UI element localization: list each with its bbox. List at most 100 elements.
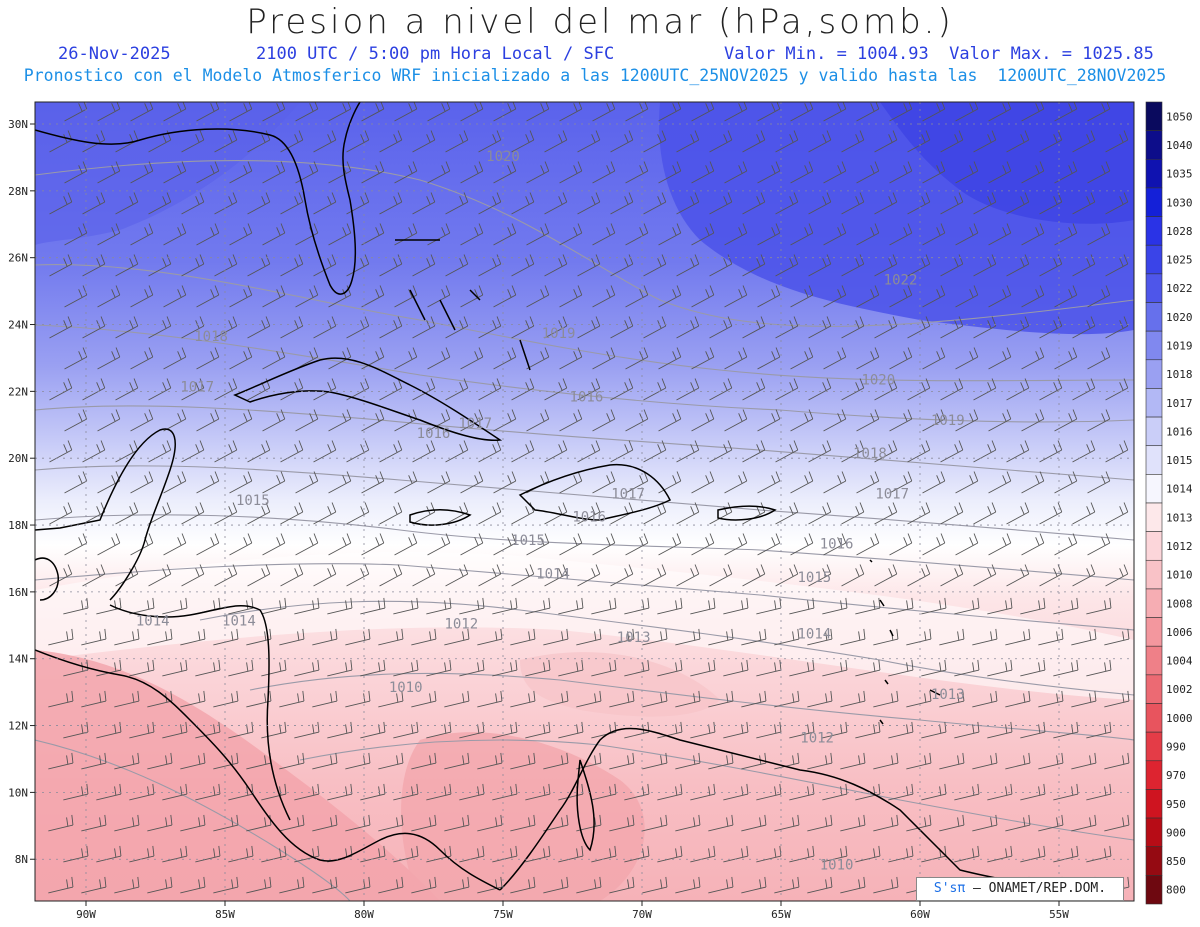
- colorbar-swatch: [1145, 875, 1163, 905]
- isobar-label: 1017: [458, 416, 492, 432]
- colorbar-swatch: [1145, 645, 1163, 676]
- colorbar-label: 1017: [1166, 397, 1193, 410]
- isobar-label: 1019: [542, 326, 576, 342]
- colorbar-label: 1006: [1166, 626, 1193, 639]
- lon-label: 65W: [771, 908, 791, 921]
- colorbar-label: 1028: [1166, 225, 1193, 238]
- date-label: 26-Nov-2025: [58, 44, 171, 64]
- isobar-label: 1015: [798, 570, 832, 586]
- colorbar-label: 1002: [1166, 683, 1193, 696]
- colorbar-label: 1025: [1166, 254, 1193, 267]
- credit-text: – ONAMET/REP.DOM.: [973, 881, 1107, 896]
- colorbar-swatch: [1145, 187, 1163, 217]
- lon-label: 60W: [910, 908, 930, 921]
- lon-label: 75W: [493, 908, 513, 921]
- colorbar-label: 1050: [1166, 110, 1193, 123]
- isobar-label: 1012: [800, 730, 834, 746]
- isobar-label: 1014: [798, 627, 832, 643]
- colorbar-swatch: [1145, 817, 1163, 848]
- lat-label: 28N: [8, 185, 28, 198]
- map-field: 1020 1022 1018 1019 1020 1019 1017 1016 1016 1017…: [35, 102, 1134, 901]
- colorbar-label: 900: [1166, 826, 1186, 839]
- colorbar-swatch: [1145, 416, 1163, 447]
- colorbar-label: 950: [1166, 798, 1186, 811]
- colorbar-label: 1020: [1166, 311, 1193, 324]
- colorbar-label: 850: [1166, 855, 1186, 868]
- isobar-label: 1020: [486, 149, 520, 165]
- colorbar-swatch: [1145, 388, 1163, 418]
- isobar-label: 1013: [931, 687, 965, 703]
- colorbar-swatch: [1145, 588, 1163, 618]
- colorbar-swatch: [1145, 474, 1163, 504]
- isobar-label: 1019: [931, 413, 965, 429]
- colorbar-swatch: [1145, 216, 1163, 246]
- colorbar-label: 1030: [1166, 196, 1193, 209]
- lon-label: 80W: [354, 908, 374, 921]
- colorbar-swatch: [1145, 101, 1163, 131]
- isobar-label: 1014: [222, 613, 256, 629]
- colorbar-swatch: [1145, 502, 1163, 532]
- colorbar-swatch: [1145, 674, 1163, 704]
- credit-box: S'sπ – ONAMET/REP.DOM.: [916, 877, 1124, 901]
- lat-label: 26N: [8, 252, 28, 265]
- colorbar-swatch: [1145, 531, 1163, 561]
- lat-label: 22N: [8, 385, 28, 398]
- forecast-note: Pronostico con el Modelo Atmosferico WRF…: [23, 66, 1167, 85]
- onamet-logo-icon: S'sπ: [933, 881, 966, 896]
- coastlines: [35, 102, 1101, 896]
- colorbar-swatch: [1145, 703, 1163, 733]
- isobar-label: 1017: [875, 486, 909, 502]
- colorbar-label: 1018: [1166, 368, 1193, 381]
- isobar-label: 1015: [511, 533, 545, 549]
- colorbar-swatch: [1145, 244, 1163, 275]
- isobar-label: 1010: [389, 680, 423, 696]
- colorbar: 1050 1040 1035 1030 1028 1025 1022 1020 1019 1018…: [1145, 101, 1193, 905]
- lat-label: 24N: [8, 319, 28, 332]
- time-label: 2100 UTC / 5:00 pm Hora Local / SFC: [256, 44, 615, 64]
- colorbar-swatch: [1145, 302, 1163, 332]
- colorbar-swatch: [1145, 330, 1163, 361]
- colorbar-label: 1014: [1166, 483, 1193, 496]
- isobar-label: 1022: [884, 272, 918, 288]
- colorbar-label: 1015: [1166, 454, 1193, 467]
- isobar-label: 1014: [136, 613, 170, 629]
- colorbar-swatch: [1145, 559, 1163, 590]
- isobar-label: 1020: [861, 373, 895, 389]
- isobar-label: 1016: [417, 426, 451, 442]
- colorbar-label: 1010: [1166, 569, 1193, 582]
- lat-label: 30N: [8, 118, 28, 131]
- lat-label: 14N: [8, 653, 28, 666]
- colorbar-label: 1013: [1166, 511, 1193, 524]
- isobar-label: 1018: [853, 446, 887, 462]
- isobar-label: 1012: [444, 617, 478, 633]
- colorbar-swatch: [1145, 130, 1163, 160]
- isobar-label: 1015: [236, 493, 270, 509]
- lat-label: 16N: [8, 586, 28, 599]
- colorbar-label: 1016: [1166, 425, 1193, 438]
- colorbar-swatch: [1145, 359, 1163, 389]
- lon-label: 85W: [215, 908, 235, 921]
- isobar-label: 1018: [194, 329, 228, 345]
- isobar-label: 1016: [570, 389, 604, 405]
- colorbar-swatch: [1145, 158, 1163, 189]
- isobar-label: 1017: [180, 379, 214, 395]
- colorbar-label: 1035: [1166, 168, 1193, 181]
- colorbar-label: 1004: [1166, 655, 1193, 668]
- colorbar-swatch: [1145, 273, 1163, 303]
- isobar-label: 1010: [820, 857, 854, 873]
- colorbar-swatch: [1145, 789, 1163, 819]
- colorbar-swatch: [1145, 846, 1163, 876]
- map-title: Presion a nivel del mar (hPa,somb.): [246, 2, 954, 42]
- lon-label: 55W: [1049, 908, 1069, 921]
- colorbar-swatch: [1145, 445, 1163, 475]
- colorbar-label: 1022: [1166, 282, 1193, 295]
- lon-label: 70W: [632, 908, 652, 921]
- isobar-label: 1016: [572, 510, 606, 526]
- colorbar-label: 1040: [1166, 139, 1193, 152]
- colorbar-label: 970: [1166, 769, 1186, 782]
- lat-label: 12N: [8, 720, 28, 733]
- isobar-label: 1013: [617, 630, 651, 646]
- colorbar-label: 1008: [1166, 597, 1193, 610]
- colorbar-label: 990: [1166, 740, 1186, 753]
